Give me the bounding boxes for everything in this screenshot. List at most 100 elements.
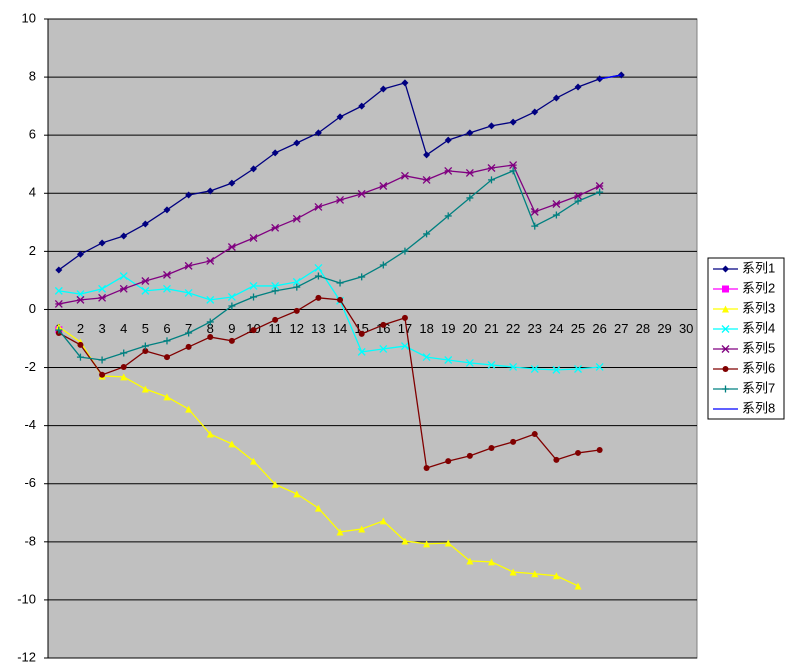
marker bbox=[206, 430, 214, 438]
marker bbox=[271, 223, 280, 232]
y-tick-label: -4 bbox=[24, 417, 36, 432]
marker bbox=[401, 79, 409, 87]
marker bbox=[531, 570, 539, 578]
marker bbox=[185, 405, 193, 413]
marker bbox=[55, 266, 63, 274]
marker bbox=[721, 325, 730, 333]
x-tick-label: 14 bbox=[333, 321, 347, 336]
marker bbox=[379, 344, 388, 353]
marker bbox=[358, 102, 366, 110]
marker bbox=[314, 263, 323, 272]
marker bbox=[77, 341, 84, 348]
marker bbox=[423, 151, 431, 159]
marker bbox=[249, 281, 258, 290]
marker bbox=[444, 539, 452, 547]
x-tick-label: 3 bbox=[98, 321, 105, 336]
marker bbox=[206, 318, 214, 326]
marker bbox=[531, 222, 539, 230]
marker bbox=[358, 330, 365, 337]
marker bbox=[400, 171, 409, 180]
marker bbox=[444, 356, 453, 364]
marker bbox=[250, 165, 258, 173]
x-tick-label: 29 bbox=[657, 321, 671, 336]
marker bbox=[379, 517, 387, 525]
marker bbox=[487, 122, 495, 130]
marker bbox=[488, 445, 495, 452]
marker bbox=[574, 191, 582, 200]
marker bbox=[184, 288, 193, 297]
marker bbox=[206, 187, 214, 195]
legend-label: 系列5 bbox=[742, 340, 775, 355]
x-tick-label: 17 bbox=[398, 321, 412, 336]
marker bbox=[721, 345, 730, 353]
x-tick-label: 12 bbox=[290, 321, 304, 336]
marker bbox=[292, 214, 301, 223]
marker bbox=[76, 295, 85, 304]
y-tick-label: -2 bbox=[24, 359, 36, 374]
marker bbox=[722, 265, 729, 273]
marker bbox=[98, 293, 107, 302]
y-tick-label: -12 bbox=[17, 649, 36, 664]
marker bbox=[119, 272, 128, 281]
y-tick-label: 0 bbox=[29, 301, 36, 316]
marker bbox=[379, 182, 388, 190]
series-line bbox=[58, 164, 600, 305]
marker bbox=[379, 85, 387, 93]
marker bbox=[250, 327, 257, 334]
marker bbox=[552, 200, 561, 208]
marker bbox=[227, 293, 236, 301]
series-line bbox=[58, 267, 600, 371]
marker bbox=[98, 239, 106, 247]
marker bbox=[55, 326, 63, 334]
plot-area bbox=[47, 18, 698, 659]
marker bbox=[552, 365, 561, 374]
marker bbox=[228, 337, 235, 344]
x-tick-label: 5 bbox=[142, 321, 149, 336]
marker bbox=[509, 568, 517, 576]
marker bbox=[163, 206, 171, 214]
marker bbox=[272, 316, 279, 323]
marker bbox=[531, 108, 539, 116]
x-tick-label: 21 bbox=[484, 321, 498, 336]
legend-box bbox=[707, 257, 785, 420]
marker bbox=[574, 83, 582, 91]
x-tick-label: 2 bbox=[77, 321, 84, 336]
marker bbox=[401, 537, 409, 545]
marker bbox=[163, 354, 170, 361]
marker bbox=[423, 540, 431, 548]
marker bbox=[99, 371, 106, 378]
marker bbox=[120, 373, 128, 381]
marker bbox=[120, 363, 127, 370]
marker bbox=[249, 234, 258, 242]
marker bbox=[510, 438, 517, 445]
marker bbox=[142, 347, 149, 354]
marker bbox=[445, 458, 452, 465]
marker bbox=[141, 385, 149, 393]
marker bbox=[574, 582, 582, 590]
marker bbox=[314, 504, 322, 512]
marker bbox=[293, 139, 301, 147]
series-line bbox=[599, 74, 622, 80]
marker bbox=[358, 525, 366, 533]
marker bbox=[465, 358, 474, 367]
marker bbox=[574, 197, 582, 205]
marker bbox=[552, 572, 560, 580]
marker bbox=[722, 385, 729, 393]
marker bbox=[487, 176, 495, 184]
x-tick-label: 20 bbox=[463, 321, 477, 336]
marker bbox=[357, 189, 366, 198]
marker bbox=[596, 188, 604, 196]
marker bbox=[76, 290, 85, 299]
marker bbox=[722, 366, 729, 372]
marker bbox=[596, 447, 603, 454]
marker bbox=[163, 270, 171, 279]
x-tick-label: 19 bbox=[441, 321, 455, 336]
marker bbox=[120, 349, 128, 357]
marker bbox=[314, 272, 322, 280]
marker bbox=[250, 457, 258, 465]
marker bbox=[444, 212, 452, 220]
marker bbox=[119, 284, 128, 293]
marker bbox=[336, 113, 344, 121]
marker bbox=[466, 452, 473, 459]
